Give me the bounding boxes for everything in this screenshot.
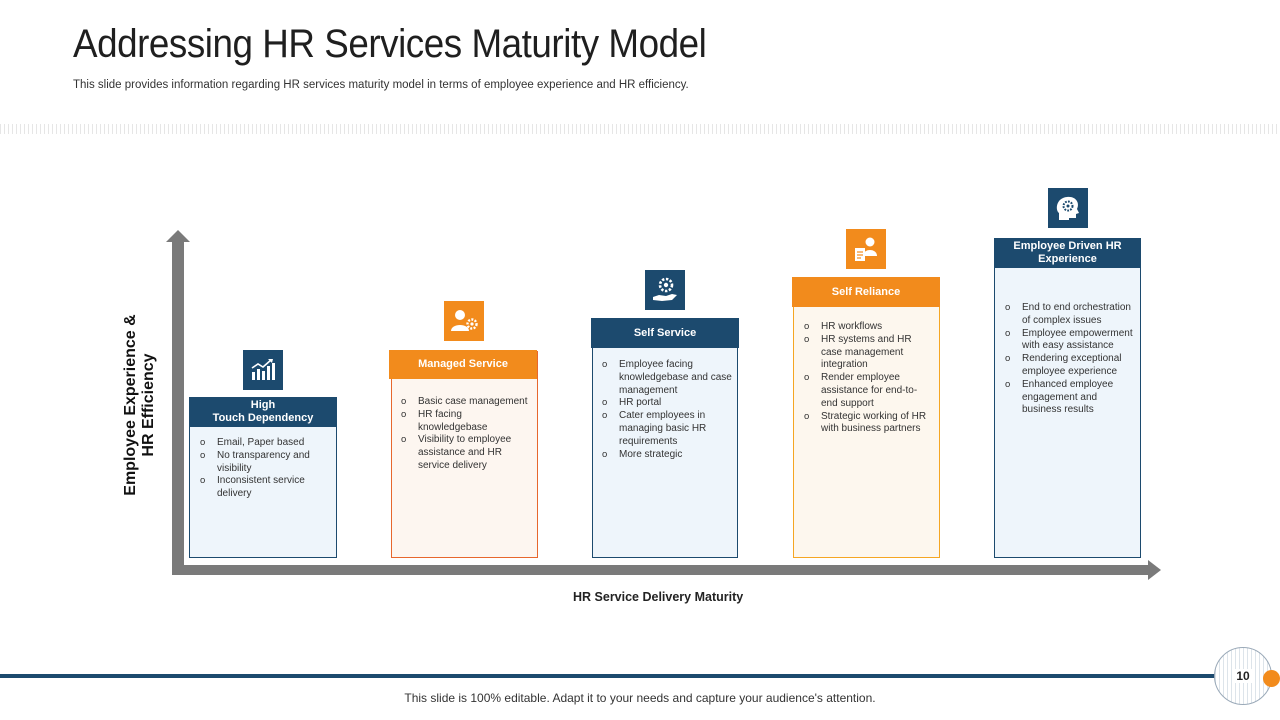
y-axis-label: Employee Experience & HR Efficiency: [122, 314, 158, 495]
stage-points-self-service: Employee facing knowledgebase and case m…: [602, 359, 732, 461]
head-idea-icon: [1048, 188, 1088, 228]
list-item: Email, Paper based: [200, 437, 330, 450]
decorative-dotted-band: [0, 124, 1280, 134]
list-item: HR portal: [602, 397, 732, 410]
y-axis-label-line2: HR Efficiency: [140, 353, 157, 457]
x-axis-arrowhead: [1148, 560, 1161, 580]
list-item: HR workflows: [804, 321, 932, 334]
page-accent-dot: [1263, 670, 1280, 687]
stage-points-high-touch: Email, Paper based No transparency and v…: [200, 437, 330, 501]
list-item: No transparency and visibility: [200, 450, 330, 476]
bar-chart-icon: [243, 350, 283, 390]
slide-subtitle: This slide provides information regardin…: [73, 79, 689, 91]
stage-points-managed-service: Basic case management HR facing knowledg…: [401, 396, 529, 473]
list-item: Render employee assistance for end-to-en…: [804, 372, 932, 410]
list-item: Visibility to employee assistance and HR…: [401, 434, 529, 472]
list-item: Rendering exceptional employee experienc…: [1005, 353, 1135, 379]
list-item: HR facing knowledgebase: [401, 409, 529, 435]
stage-title-employee-driven: Employee Driven HR Experience: [994, 238, 1141, 268]
user-gear-icon: [444, 301, 484, 341]
footer-divider: [0, 674, 1215, 678]
y-axis-label-line1: Employee Experience &: [122, 314, 139, 496]
page-number-badge: 10: [1214, 647, 1272, 705]
footer-note: This slide is 100% editable. Adapt it to…: [404, 691, 876, 705]
y-axis-line: [172, 240, 184, 573]
list-item: Employee empowerment with easy assistanc…: [1005, 328, 1135, 354]
x-axis-line: [172, 565, 1150, 575]
stage-title-self-reliance: Self Reliance: [792, 277, 940, 307]
list-item: Employee facing knowledgebase and case m…: [602, 359, 732, 397]
stage-points-self-reliance: HR workflows HR systems and HR case mana…: [804, 321, 932, 436]
stage-title-self-service: Self Service: [591, 318, 739, 348]
y-axis-arrowhead: [166, 230, 190, 242]
list-item: End to end orchestration of complex issu…: [1005, 302, 1135, 328]
page-number: 10: [1234, 669, 1252, 683]
list-item: Basic case management: [401, 396, 529, 409]
list-item: Cater employees in managing basic HR req…: [602, 410, 732, 448]
list-item: More strategic: [602, 449, 732, 462]
stage-title-high-touch: High Touch Dependency: [189, 397, 337, 427]
list-item: Strategic working of HR with business pa…: [804, 411, 932, 437]
stage-points-employee-driven: End to end orchestration of complex issu…: [1005, 302, 1135, 417]
list-item: HR systems and HR case management integr…: [804, 334, 932, 372]
stage-title-managed-service: Managed Service: [389, 350, 537, 379]
slide-title: Addressing HR Services Maturity Model: [73, 22, 707, 66]
list-item: Enhanced employee engagement and busines…: [1005, 379, 1135, 417]
x-axis-label: HR Service Delivery Maturity: [573, 590, 744, 604]
user-document-icon: [846, 229, 886, 269]
list-item: Inconsistent service delivery: [200, 475, 330, 501]
hand-gear-icon: [645, 270, 685, 310]
